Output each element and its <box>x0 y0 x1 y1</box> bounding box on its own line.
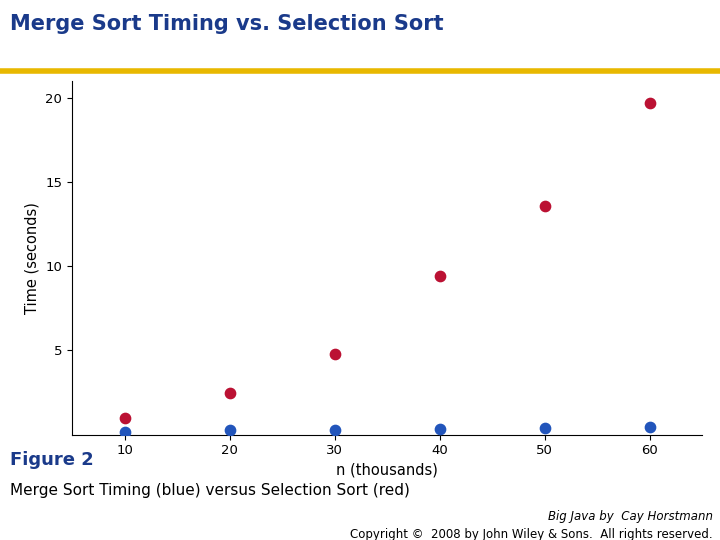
Text: Figure 2: Figure 2 <box>10 451 94 469</box>
Text: Merge Sort Timing (blue) versus Selection Sort (red): Merge Sort Timing (blue) versus Selectio… <box>10 483 410 498</box>
Point <box>644 99 655 107</box>
Text: Copyright ©  2008 by John Wiley & Sons.  All rights reserved.: Copyright © 2008 by John Wiley & Sons. A… <box>350 528 713 540</box>
Point <box>224 388 235 397</box>
Point <box>539 201 550 210</box>
Text: Merge Sort Timing vs. Selection Sort: Merge Sort Timing vs. Selection Sort <box>10 14 444 33</box>
Point <box>644 423 655 431</box>
Text: Big Java by  Cay Horstmann: Big Java by Cay Horstmann <box>548 510 713 523</box>
Point <box>433 424 445 433</box>
Y-axis label: Time (seconds): Time (seconds) <box>24 202 40 314</box>
Point <box>329 426 341 434</box>
Point <box>119 414 130 422</box>
Point <box>433 272 445 281</box>
Point <box>119 428 130 436</box>
Point <box>329 349 341 358</box>
X-axis label: n (thousands): n (thousands) <box>336 463 438 478</box>
Point <box>539 424 550 433</box>
Point <box>224 426 235 435</box>
